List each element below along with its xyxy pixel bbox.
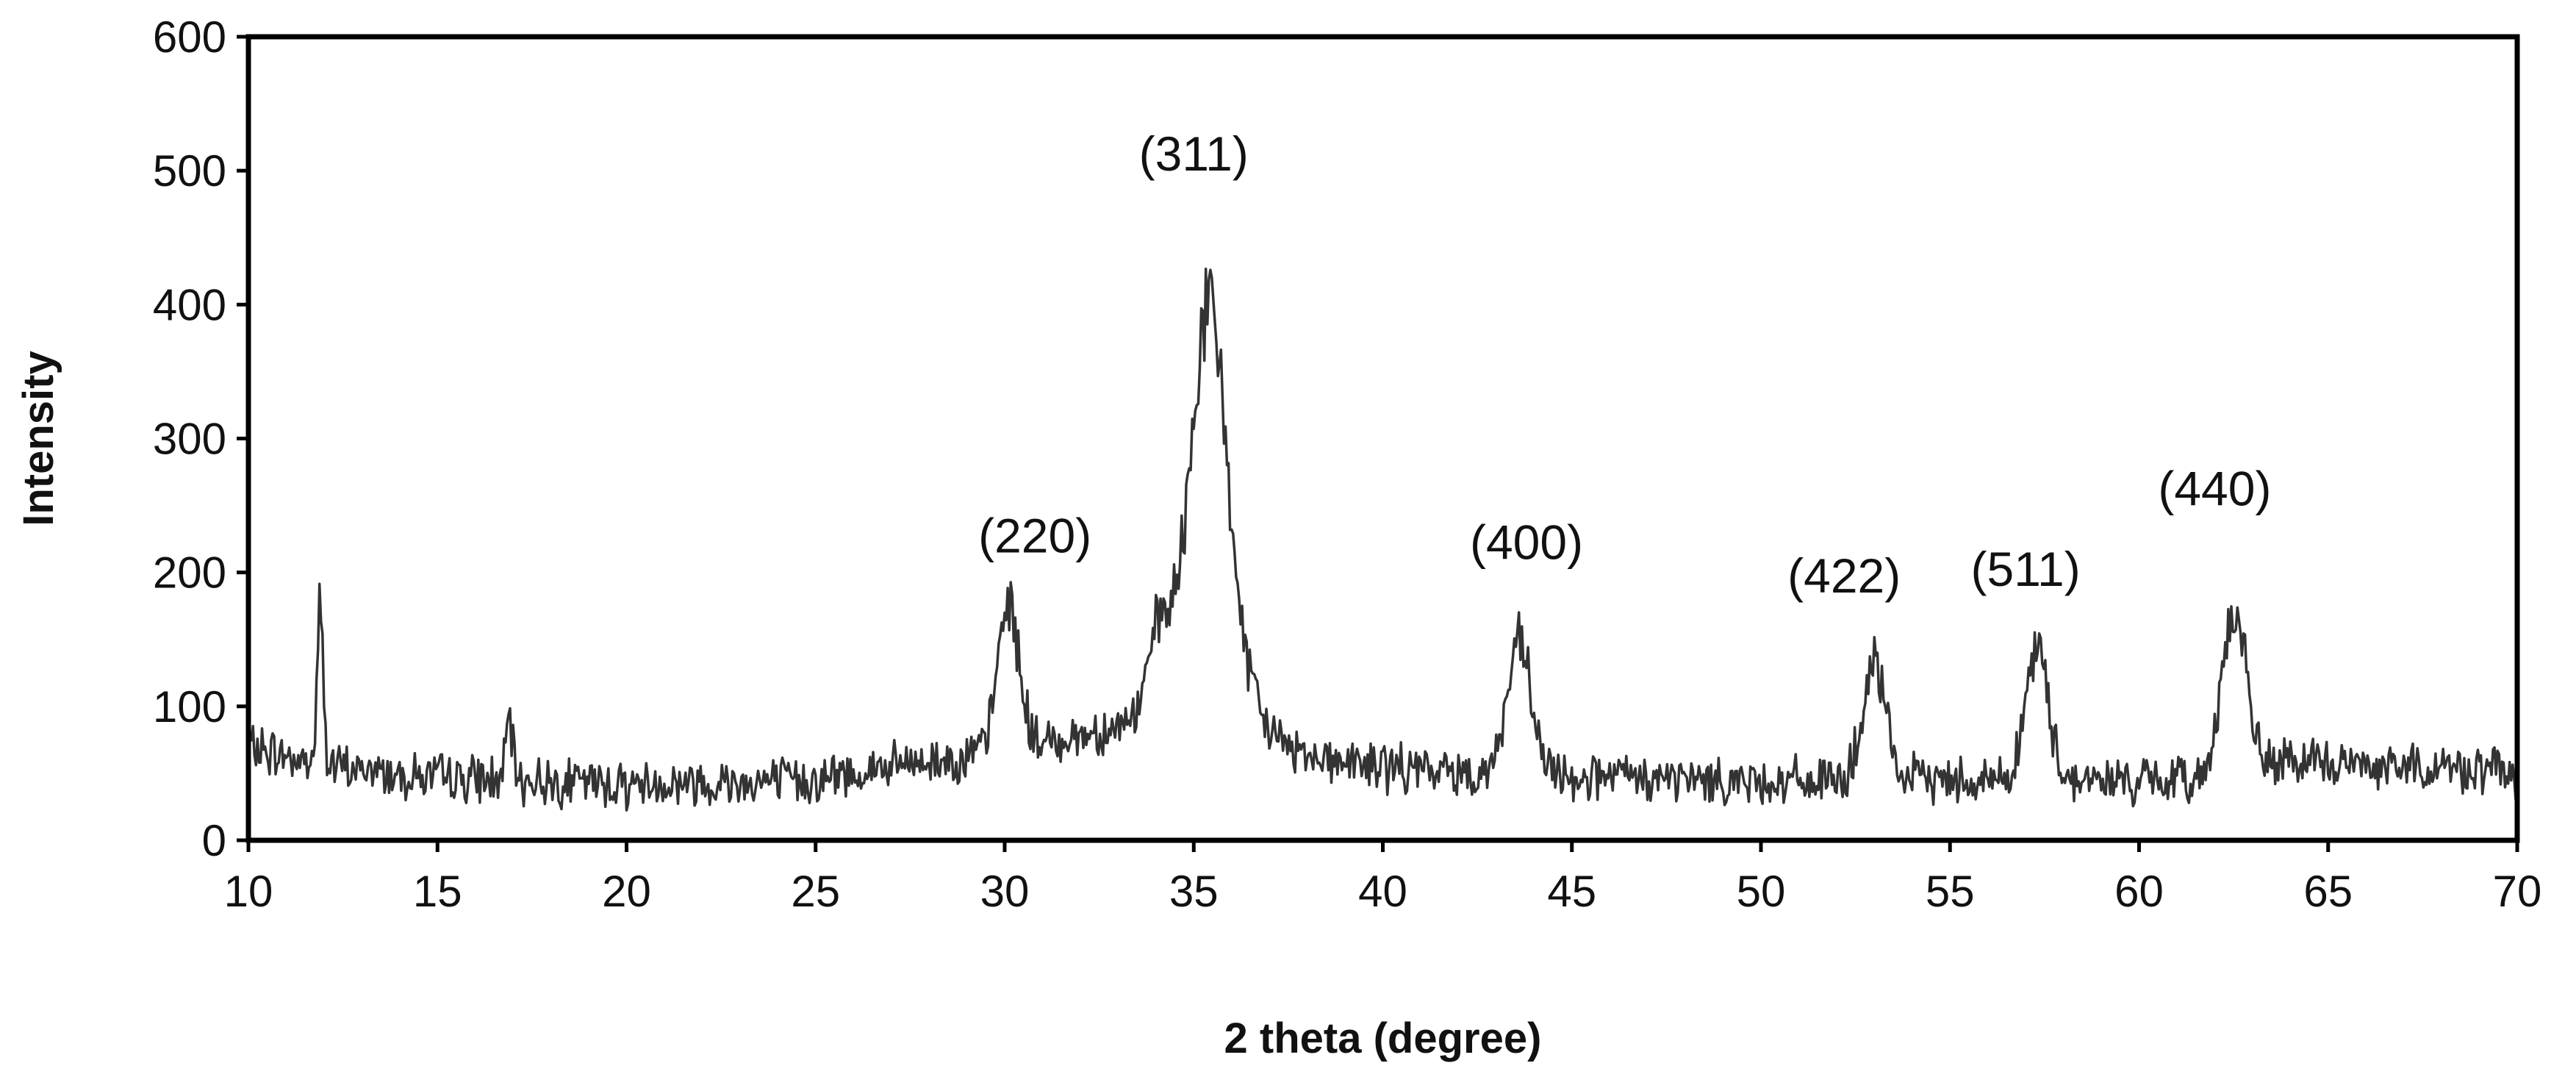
y-tick-label: 400 xyxy=(153,280,226,329)
y-axis-label: Intensity xyxy=(15,351,62,526)
x-tick-label: 45 xyxy=(1547,867,1596,916)
x-tick-label: 25 xyxy=(791,867,840,916)
y-tick-label: 500 xyxy=(153,146,226,196)
x-tick-label: 40 xyxy=(1358,867,1407,916)
y-tick-label: 200 xyxy=(153,548,226,598)
x-tick-label: 35 xyxy=(1169,867,1219,916)
peak-annotations: (220) (311) (400) (422) (511) (440) xyxy=(978,126,2271,603)
x-tick-label: 70 xyxy=(2493,867,2542,916)
x-tick-label: 30 xyxy=(980,867,1030,916)
x-axis-label: 2 theta (degree) xyxy=(1224,1015,1542,1062)
plot-area xyxy=(245,34,2520,843)
y-axis: 0 100 200 300 400 500 600 xyxy=(153,12,248,865)
x-tick-label: 20 xyxy=(602,867,651,916)
y-tick-label: 100 xyxy=(153,682,226,731)
plot-frame xyxy=(245,34,2520,843)
x-tick-label: 50 xyxy=(1737,867,1786,916)
peak-label: (400) xyxy=(1470,515,1583,569)
y-tick-label: 300 xyxy=(153,415,226,464)
x-tick-label: 55 xyxy=(1926,867,1975,916)
peak-label: (440) xyxy=(2158,462,2271,516)
peak-label: (220) xyxy=(978,508,1091,562)
peak-label: (422) xyxy=(1787,548,1901,603)
y-tick-label: 600 xyxy=(153,12,226,62)
x-tick-label: 65 xyxy=(2303,867,2353,916)
xrd-pattern-line xyxy=(247,268,2519,812)
peak-label: (311) xyxy=(1139,126,1249,181)
x-tick-label: 10 xyxy=(224,867,273,916)
peak-label: (511) xyxy=(1971,542,2081,596)
x-tick-label: 60 xyxy=(2114,867,2164,916)
x-axis: 10 15 20 25 30 35 40 45 50 55 60 65 70 xyxy=(224,840,2542,916)
x-tick-label: 15 xyxy=(413,867,462,916)
y-tick-label: 0 xyxy=(202,816,226,865)
